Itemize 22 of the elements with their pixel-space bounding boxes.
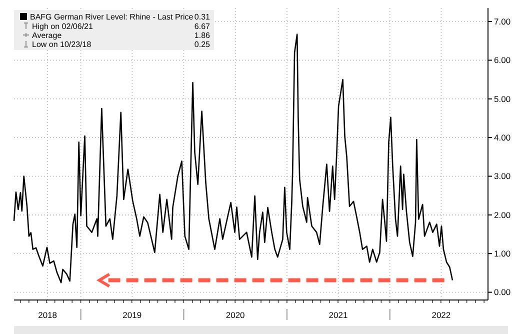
- y-tick-label: 3.00: [494, 171, 511, 182]
- annotation: 0.31: [194, 12, 211, 22]
- annotation: High on 02/06/21: [32, 22, 94, 31]
- x-tick-label: 2021: [328, 310, 348, 320]
- y-tick-label: 6.00: [494, 55, 511, 66]
- annotation: 1.86: [194, 31, 211, 40]
- x-tick-label: 2019: [122, 310, 142, 320]
- legend-label: BAFG German River Level: Rhine - Last Price: [30, 12, 194, 22]
- y-tick-label: 5.00: [494, 94, 511, 104]
- line-series: [13, 34, 454, 284]
- annotation: Average: [32, 31, 62, 40]
- y-tick-label: 0.00: [494, 287, 511, 298]
- y-tick-label: 7.00: [494, 16, 511, 27]
- y-tick-label: 4.00: [494, 132, 511, 143]
- annotation: Low on 10/23/18: [32, 40, 92, 49]
- x-tick-label: 2022: [432, 310, 451, 320]
- x-tick-label: 2018: [38, 310, 58, 320]
- x-tick-label: 2020: [226, 310, 246, 320]
- annotation: 0.25: [194, 40, 211, 49]
- y-tick-label: 2.00: [494, 210, 511, 220]
- annotation: 6.67: [194, 22, 211, 31]
- y-tick-label: 1.00: [494, 248, 511, 259]
